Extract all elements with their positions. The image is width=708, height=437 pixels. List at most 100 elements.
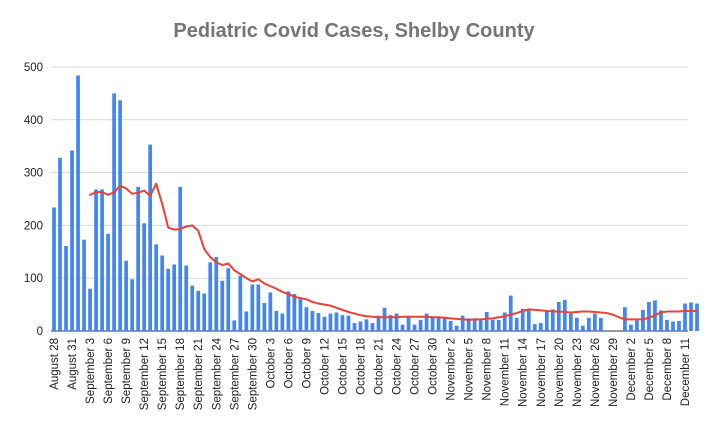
bar <box>382 307 387 331</box>
bar <box>574 317 579 331</box>
bar <box>544 311 549 331</box>
bar <box>376 315 381 331</box>
bar <box>118 100 122 331</box>
x-tick-label: December 11 <box>680 338 692 406</box>
x-tick-label: September 21 <box>193 338 205 410</box>
y-tick-label: 200 <box>24 220 43 232</box>
x-tick-label: November 26 <box>590 338 602 407</box>
bar <box>70 150 74 331</box>
bar <box>268 292 273 331</box>
bar <box>226 268 231 331</box>
bar <box>448 320 453 331</box>
bar <box>130 279 134 331</box>
x-tick-label: September 27 <box>229 338 241 410</box>
bar <box>629 324 633 331</box>
bar <box>148 144 153 331</box>
bar <box>370 323 375 331</box>
bar <box>454 325 459 331</box>
bar <box>490 319 495 331</box>
y-tick-label: 100 <box>24 273 43 285</box>
bar <box>172 264 177 331</box>
bar <box>154 244 159 331</box>
bar <box>64 245 68 331</box>
x-tick-label: October 30 <box>428 338 440 395</box>
bar <box>292 294 297 331</box>
bar <box>214 257 219 331</box>
bar <box>472 318 477 331</box>
bar <box>568 313 573 331</box>
bar <box>250 284 255 331</box>
x-tick-label: October 18 <box>355 338 367 395</box>
x-tick-label: September 6 <box>103 338 115 404</box>
bar <box>106 233 110 331</box>
bar <box>160 255 165 331</box>
x-tick-label: October 12 <box>319 338 331 395</box>
bar <box>262 303 267 331</box>
bar <box>58 157 62 331</box>
bar <box>556 301 561 331</box>
bar <box>580 325 585 331</box>
bar <box>328 313 333 331</box>
bar <box>304 307 309 331</box>
bar <box>82 239 86 331</box>
x-tick-label: August 28 <box>49 338 61 390</box>
y-axis-ticks: 0 100 200 300 400 500 <box>24 62 43 338</box>
x-tick-label: November 20 <box>554 338 566 407</box>
bar <box>436 317 441 331</box>
bar-series <box>52 75 699 332</box>
average-line <box>89 182 699 321</box>
bar <box>592 313 597 331</box>
bar <box>520 308 525 331</box>
gridlines <box>51 66 688 332</box>
bar <box>478 319 483 331</box>
chart-title: Pediatric Covid Cases, Shelby County <box>173 20 535 42</box>
bar <box>635 320 639 331</box>
bar <box>406 315 411 331</box>
bar <box>136 186 140 331</box>
bar <box>166 268 171 331</box>
x-tick-label: November 5 <box>464 338 476 401</box>
bar <box>526 308 531 331</box>
bar <box>599 317 603 331</box>
bar <box>689 302 693 331</box>
x-tick-label: September 3 <box>85 338 97 404</box>
bar <box>394 313 399 331</box>
bar <box>502 312 507 331</box>
bar <box>316 313 321 331</box>
x-tick-label: September 15 <box>157 338 169 410</box>
x-tick-label: November 8 <box>482 338 494 401</box>
bar <box>358 321 363 331</box>
bar <box>52 207 56 331</box>
bar <box>88 288 92 331</box>
bar <box>310 310 315 331</box>
bar <box>274 310 279 331</box>
x-tick-label: November 11 <box>500 338 512 406</box>
bar <box>202 293 207 331</box>
bar <box>538 323 543 331</box>
bar <box>76 75 80 331</box>
x-tick-label: October 3 <box>265 338 277 389</box>
bar <box>641 309 645 331</box>
bar <box>196 290 201 331</box>
bar <box>238 275 243 331</box>
bar <box>484 311 489 331</box>
bar <box>412 324 417 331</box>
bar <box>208 262 213 331</box>
bar <box>322 316 327 331</box>
x-tick-label: September 12 <box>139 338 151 410</box>
bar <box>94 189 98 331</box>
bar <box>184 265 189 331</box>
x-tick-label: October 24 <box>392 337 404 394</box>
bar <box>466 318 471 331</box>
x-axis-ticks: August 28 August 31 September 3 September 6… <box>49 337 692 410</box>
bar <box>100 189 104 331</box>
x-tick-label: December 8 <box>662 338 674 401</box>
bar <box>659 310 663 331</box>
bar <box>683 303 687 331</box>
x-tick-label: September 24 <box>211 337 223 410</box>
bar <box>256 284 261 331</box>
bar <box>352 323 357 331</box>
bar <box>220 280 225 331</box>
